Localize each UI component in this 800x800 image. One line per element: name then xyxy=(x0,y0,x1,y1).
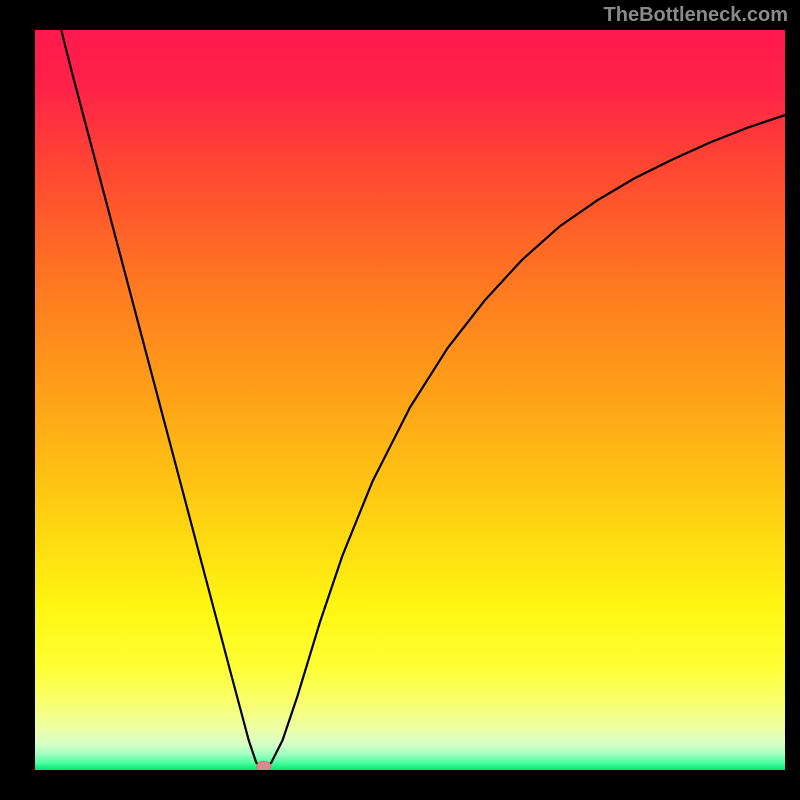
optimal-marker xyxy=(257,761,271,770)
chart-container xyxy=(35,30,785,770)
chart-background xyxy=(35,30,785,770)
watermark-text: TheBottleneck.com xyxy=(604,4,788,27)
chart-svg xyxy=(35,30,785,770)
